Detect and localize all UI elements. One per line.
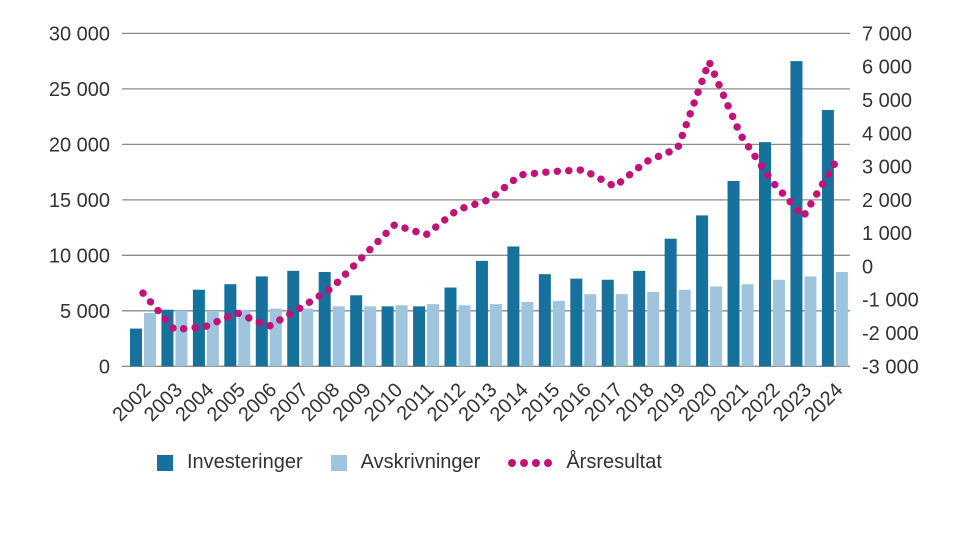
- bar-avskrivninger-2012: [458, 305, 471, 367]
- bar-investeringer-2008: [318, 271, 331, 367]
- bar-investeringer-2022: [759, 142, 771, 367]
- bar-investeringer-2005: [224, 284, 237, 367]
- left-axis-tick-label: 0: [99, 356, 110, 378]
- bar-avskrivninger-2022: [773, 279, 785, 367]
- right-axis-tick-label: 6 000: [862, 57, 912, 79]
- right-axis-tick-label: 2 000: [862, 190, 912, 212]
- bar-investeringer-2015: [538, 274, 551, 367]
- legend-item-arsresultat: Årsresultat: [508, 451, 662, 474]
- bar-investeringer-2024: [821, 109, 834, 367]
- bar-investeringer-2004: [192, 289, 205, 367]
- bar-investeringer-2011: [413, 306, 426, 367]
- right-axis-tick-label: 0: [862, 256, 873, 278]
- bar-investeringer-2018: [633, 270, 646, 367]
- bar-avskrivninger-2019: [678, 289, 691, 367]
- bar-investeringer-2023: [790, 61, 803, 367]
- bar-avskrivninger-2007: [301, 308, 314, 367]
- right-axis-tick-label: 7 000: [862, 23, 912, 45]
- chart-legend: Investeringer Avskrivninger Årsresultat: [157, 451, 662, 474]
- bar-investeringer-2007: [287, 270, 300, 367]
- right-axis-tick-label: -1 000: [862, 290, 919, 312]
- bar-investeringer-2002: [130, 328, 142, 367]
- right-axis-tick-label: 1 000: [862, 223, 912, 245]
- bar-investeringer-2010: [381, 306, 394, 367]
- left-axis-tick-label: 15 000: [49, 190, 110, 212]
- bar-investeringer-2020: [696, 215, 709, 367]
- legend-item-avskrivninger: Avskrivninger: [330, 451, 481, 474]
- bar-avskrivninger-2010: [395, 305, 408, 367]
- right-axis-tick-label: -3 000: [862, 356, 919, 378]
- bar-avskrivninger-2018: [647, 291, 660, 367]
- bar-investeringer-2021: [727, 180, 740, 367]
- bar-investeringer-2009: [350, 295, 363, 367]
- bar-investeringer-2014: [507, 246, 520, 367]
- bar-avskrivninger-2020: [710, 286, 723, 367]
- bar-investeringer-2019: [664, 238, 677, 367]
- bar-avskrivninger-2024: [835, 271, 848, 367]
- left-axis-tick-label: 25 000: [49, 79, 110, 101]
- legend-label-arsresultat: Årsresultat: [566, 451, 662, 473]
- left-axis-tick-label: 20 000: [49, 134, 110, 156]
- bar-avskrivninger-2003: [175, 310, 188, 367]
- bar-avskrivninger-2002: [144, 313, 156, 367]
- bar-investeringer-2012: [444, 287, 457, 367]
- bar-avskrivninger-2015: [552, 300, 565, 367]
- arsresultat-line: [139, 58, 839, 334]
- right-axis-tick-label: 4 000: [862, 123, 912, 145]
- left-axis-tick-label: 30 000: [49, 23, 110, 45]
- right-axis-tick-label: -2 000: [862, 323, 919, 345]
- bar-investeringer-2017: [601, 279, 614, 367]
- bar-avskrivninger-2011: [427, 304, 440, 367]
- bar-avskrivninger-2014: [521, 301, 534, 367]
- bar-avskrivninger-2016: [584, 294, 597, 367]
- investeringer-swatch-icon: [157, 454, 173, 471]
- bar-avskrivninger-2009: [364, 306, 377, 367]
- bar-avskrivninger-2023: [804, 276, 817, 367]
- bar-investeringer-2003: [161, 309, 174, 367]
- bar-avskrivninger-2005: [238, 309, 251, 367]
- right-axis-tick-label: 3 000: [862, 157, 912, 179]
- legend-label-investeringer: Investeringer: [187, 451, 303, 473]
- chart-svg: 0 5 000 10 000 15 000 20 000 25 000 30 000 -3 0…: [49, 23, 919, 426]
- right-axis-tick-label: 5 000: [862, 90, 912, 112]
- bar-avskrivninger-2008: [332, 306, 345, 367]
- bar-investeringer-2013: [475, 260, 488, 367]
- arsresultat-dots-icon: [508, 458, 553, 467]
- left-axis-tick-label: 10 000: [49, 245, 110, 267]
- bar-investeringer-2016: [570, 278, 583, 367]
- left-axis-tick-label: 5 000: [60, 301, 110, 323]
- bar-avskrivninger-2013: [489, 304, 502, 367]
- legend-label-avskrivninger: Avskrivninger: [360, 451, 481, 473]
- legend-item-investeringer: Investeringer: [157, 451, 303, 474]
- avskrivninger-swatch-icon: [330, 454, 347, 471]
- bar-avskrivninger-2021: [741, 284, 754, 367]
- bar-avskrivninger-2017: [615, 294, 628, 367]
